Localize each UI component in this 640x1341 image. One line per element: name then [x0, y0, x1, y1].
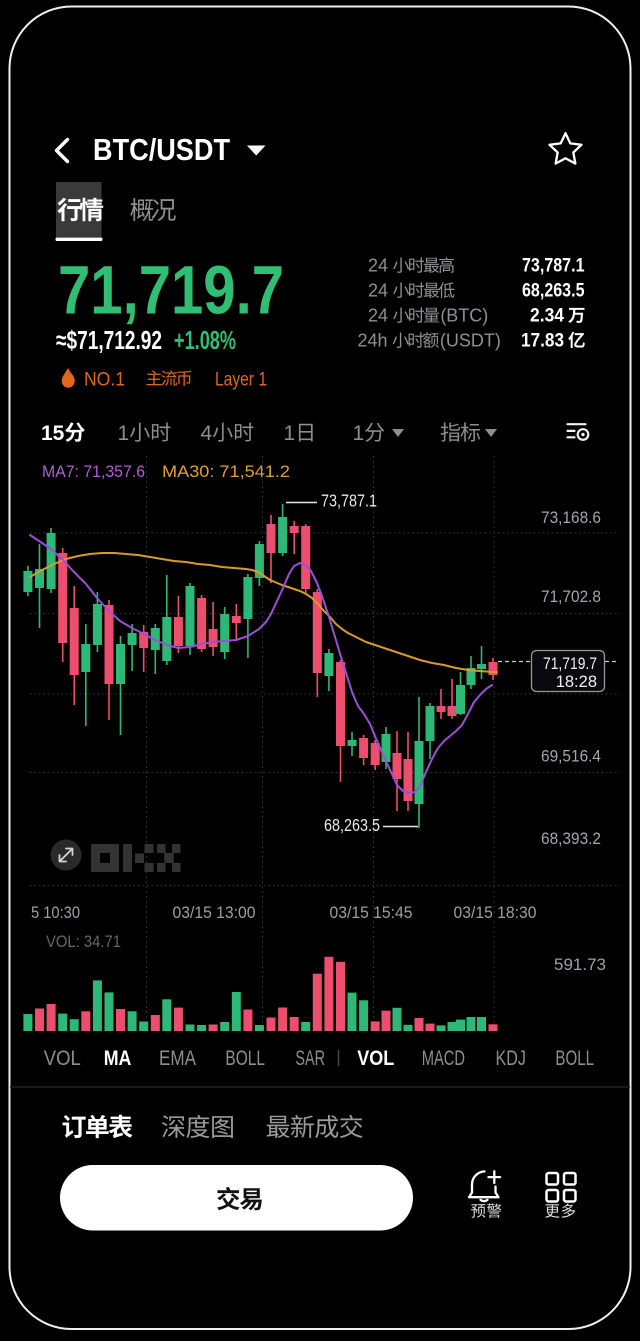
svg-text:BOLL: BOLL — [555, 1047, 594, 1070]
svg-text:KDJ: KDJ — [496, 1047, 526, 1070]
svg-text:68,263.5: 68,263.5 — [324, 815, 380, 835]
svg-text:4: 4 — [201, 422, 213, 445]
svg-text:1: 1 — [353, 422, 365, 445]
svg-text:03/15 18:30: 03/15 18:30 — [454, 903, 537, 922]
svg-text:68,263.5: 68,263.5 — [522, 281, 585, 302]
svg-text:18:28: 18:28 — [556, 673, 597, 691]
svg-text:24: 24 — [368, 306, 388, 326]
svg-text:73,787.1: 73,787.1 — [522, 256, 585, 277]
svg-text:SAR: SAR — [295, 1047, 325, 1070]
svg-text:EMA: EMA — [159, 1047, 196, 1070]
svg-text:BOLL: BOLL — [225, 1047, 265, 1070]
svg-text:591.73: 591.73 — [554, 955, 606, 974]
svg-text:1: 1 — [284, 422, 296, 445]
svg-text:≈$71,712.92: ≈$71,712.92 — [56, 325, 162, 355]
svg-text:5 10:30: 5 10:30 — [31, 903, 80, 922]
svg-text:73,168.6: 73,168.6 — [541, 509, 601, 527]
svg-text:1: 1 — [118, 422, 130, 445]
svg-text:03/15 13:00: 03/15 13:00 — [173, 903, 256, 922]
svg-text:Layer 1: Layer 1 — [215, 370, 267, 391]
svg-text:NO.1: NO.1 — [84, 370, 125, 391]
svg-text:71,702.8: 71,702.8 — [541, 588, 601, 606]
svg-text:69,516.4: 69,516.4 — [541, 748, 601, 766]
svg-text:VOL: 34.71: VOL: 34.71 — [46, 933, 121, 951]
svg-text:2.34: 2.34 — [530, 306, 564, 327]
svg-text:VOL: VOL — [357, 1047, 394, 1070]
svg-text:VOL: VOL — [44, 1047, 81, 1070]
svg-text:71,719.7: 71,719.7 — [543, 655, 597, 673]
svg-text:24: 24 — [368, 281, 388, 301]
svg-text:MACD: MACD — [422, 1047, 465, 1070]
svg-text:15: 15 — [41, 422, 65, 445]
svg-text:03/15 15:45: 03/15 15:45 — [330, 903, 413, 922]
svg-text:17.83: 17.83 — [521, 331, 564, 352]
svg-text:BTC/USDT: BTC/USDT — [93, 132, 230, 167]
svg-text:71,719.7: 71,719.7 — [58, 252, 284, 329]
svg-text:(USDT): (USDT) — [440, 331, 501, 351]
svg-text:24: 24 — [368, 256, 388, 276]
svg-text:MA7: 71,357.6: MA7: 71,357.6 — [42, 462, 145, 481]
svg-text:+1.08%: +1.08% — [174, 325, 236, 355]
svg-text:MA: MA — [104, 1047, 132, 1070]
svg-text:73,787.1: 73,787.1 — [321, 491, 377, 511]
svg-text:(BTC): (BTC) — [440, 306, 488, 326]
svg-text:68,393.2: 68,393.2 — [541, 830, 601, 848]
svg-text:MA30: 71,541.2: MA30: 71,541.2 — [162, 462, 290, 481]
svg-text:24h: 24h — [358, 331, 388, 351]
